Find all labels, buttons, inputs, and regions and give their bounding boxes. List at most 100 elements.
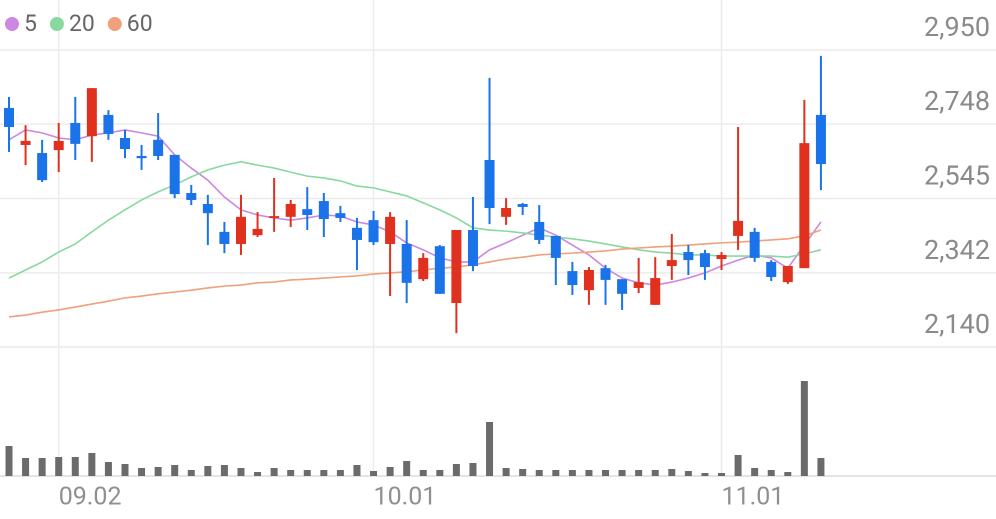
- candle-body: [766, 261, 777, 277]
- candle-body: [517, 204, 528, 207]
- legend-label: 5: [24, 10, 37, 37]
- moving-average-line: [8, 161, 822, 279]
- candle: [252, 212, 263, 237]
- candle: [517, 202, 528, 215]
- volume-bar: [220, 465, 228, 476]
- candle: [782, 265, 793, 284]
- candle-body: [351, 227, 362, 240]
- volume-bar: [5, 446, 13, 476]
- candle-body: [716, 254, 727, 259]
- moving-average-line: [8, 129, 822, 286]
- y-tick-label: 2,950: [924, 11, 990, 43]
- candle: [269, 177, 280, 232]
- candle: [103, 110, 114, 140]
- candle-body: [749, 231, 760, 258]
- candle-body: [567, 271, 578, 286]
- candle: [666, 234, 677, 280]
- candle-body: [650, 278, 661, 305]
- candle-body: [252, 228, 263, 236]
- volume-bar: [800, 381, 808, 476]
- volume-bar: [336, 470, 344, 476]
- candle: [219, 221, 230, 254]
- volume-bar: [154, 467, 162, 476]
- candle: [550, 235, 561, 286]
- candle-body: [136, 155, 147, 159]
- volume-bar: [552, 470, 560, 476]
- legend-marker: [49, 17, 64, 31]
- candle-body: [368, 220, 379, 243]
- candle: [434, 245, 445, 294]
- x-tick-label: 11.01: [722, 483, 785, 512]
- candle: [401, 220, 412, 303]
- candle: [567, 261, 578, 295]
- candle: [716, 252, 727, 270]
- candle-body: [37, 153, 48, 181]
- candle-body: [434, 246, 445, 294]
- candle-body: [550, 235, 561, 258]
- candle: [285, 199, 296, 228]
- moving-average-line: [8, 229, 822, 318]
- candle-body: [385, 216, 396, 244]
- candle-body: [451, 230, 462, 303]
- candle-body: [484, 160, 495, 209]
- candle-body: [103, 114, 114, 134]
- y-tick-label: 2,342: [924, 234, 990, 266]
- volume-bar: [585, 470, 593, 476]
- volume-bar: [651, 470, 659, 476]
- candle: [335, 205, 346, 222]
- legend-marker: [107, 17, 122, 31]
- volume-bar: [767, 470, 775, 476]
- volume-bar: [817, 458, 825, 476]
- volume-bar: [469, 463, 477, 476]
- candle-body: [733, 220, 744, 236]
- candle: [235, 194, 246, 255]
- candle-body: [633, 282, 644, 288]
- candle-body: [666, 260, 677, 266]
- candle: [385, 212, 396, 297]
- candle: [368, 210, 379, 246]
- volume-bar: [370, 471, 378, 476]
- volume-bar: [502, 468, 510, 476]
- y-tick-label: 2,140: [924, 308, 990, 340]
- legend-label: 60: [127, 10, 153, 37]
- candle-body: [699, 253, 710, 268]
- candle-body: [799, 143, 810, 269]
- candle: [37, 139, 48, 182]
- volume-bar: [386, 467, 394, 476]
- candle: [583, 267, 594, 305]
- y-tick-label: 2,748: [924, 85, 990, 117]
- volume-bar: [55, 457, 63, 476]
- volume-bar: [204, 466, 212, 476]
- candle: [186, 184, 197, 206]
- volume-bar: [270, 468, 278, 476]
- candle: [318, 193, 329, 237]
- y-tick-label: 2,545: [924, 160, 990, 192]
- volume-bar: [668, 469, 676, 476]
- candle-body: [617, 279, 628, 294]
- volume-bar: [303, 470, 311, 476]
- candle: [484, 77, 495, 225]
- volume-bar: [104, 462, 112, 476]
- candle-body: [285, 204, 296, 217]
- candle-body: [683, 252, 694, 261]
- volume-bar: [519, 469, 527, 476]
- candle: [799, 99, 810, 269]
- candle-body: [219, 231, 230, 244]
- x-tick-label: 09.02: [59, 483, 122, 512]
- volume-bar: [38, 458, 46, 476]
- volume-bar: [353, 465, 361, 476]
- candle-body: [302, 209, 313, 215]
- candle: [749, 227, 760, 262]
- candle-body: [269, 216, 280, 218]
- candle: [20, 125, 31, 166]
- candle-body: [153, 139, 164, 156]
- candle: [650, 257, 661, 305]
- candle-body: [467, 230, 478, 266]
- volume-bar: [618, 470, 626, 476]
- candle-body: [186, 193, 197, 200]
- candle: [418, 253, 429, 281]
- candle: [815, 55, 826, 191]
- volume-bar: [237, 468, 245, 476]
- volume-bar: [635, 470, 643, 476]
- candle: [683, 245, 694, 276]
